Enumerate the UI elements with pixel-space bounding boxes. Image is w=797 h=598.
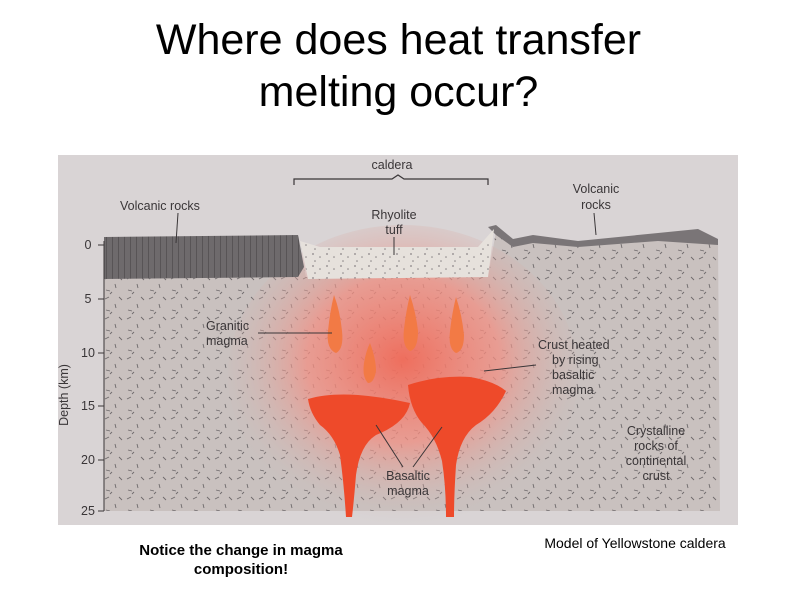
label-granitic-1: Granitic xyxy=(206,319,249,333)
title-line-1: Where does heat transfer xyxy=(155,16,642,64)
label-basaltic-1: Basaltic xyxy=(386,469,430,483)
granitic-magma-blob-1 xyxy=(327,295,343,353)
label-crystalline-2: rocks of xyxy=(634,439,678,453)
slide-title: Where does heat transfer melting occur? xyxy=(0,14,797,118)
heated-crust-zone xyxy=(228,225,578,525)
diagram-svg: 0 5 10 15 20 25 Depth (km) caldera Volca… xyxy=(58,158,720,525)
label-granitic-2: magma xyxy=(206,334,248,348)
leader-basaltic-left xyxy=(375,424,404,468)
depth-tick-15: 15 xyxy=(81,399,95,413)
leader-volcanic-right xyxy=(593,212,597,236)
depth-tick-5: 5 xyxy=(85,292,92,306)
label-caldera: caldera xyxy=(372,158,413,172)
depth-tick-10: 10 xyxy=(81,346,95,360)
depth-axis-label: Depth (km) xyxy=(58,364,71,426)
caption-magma-composition: Notice the change in magma composition! xyxy=(96,541,386,579)
label-rhyolite-2: tuff xyxy=(385,223,403,237)
caldera-bracket xyxy=(293,174,489,185)
granitic-magma-blob-3 xyxy=(449,297,464,353)
depth-tick-0: 0 xyxy=(85,238,92,252)
leader-volcanic-left xyxy=(175,212,179,244)
volcanic-rocks-left-layer xyxy=(104,235,304,279)
label-crust-heated-4: magma xyxy=(552,383,594,397)
label-crystalline-1: Crystalline xyxy=(627,424,685,438)
label-crystalline-4: crust xyxy=(642,469,670,483)
caption-left-line-2: composition! xyxy=(193,561,289,578)
leader-basaltic-right xyxy=(412,426,443,468)
granitic-magma-blob-2 xyxy=(403,295,418,351)
yellowstone-caldera-diagram: 0 5 10 15 20 25 Depth (km) caldera Volca… xyxy=(58,155,738,525)
depth-tick-25: 25 xyxy=(81,504,95,518)
label-crust-heated-2: by rising xyxy=(552,353,599,367)
label-rhyolite-1: Rhyolite xyxy=(371,208,416,222)
label-volcanic-rocks-right-1: Volcanic xyxy=(573,182,620,196)
leader-crust-heated xyxy=(483,364,537,372)
label-crust-heated-1: Crust heated xyxy=(538,338,610,352)
basaltic-magma-chamber-right xyxy=(408,376,506,517)
depth-axis: 0 5 10 15 20 25 Depth (km) xyxy=(58,238,105,518)
volcanic-rocks-right-layer xyxy=(488,225,718,247)
caption-model-source: Model of Yellowstone caldera xyxy=(544,535,726,551)
basaltic-magma-chamber-left xyxy=(308,394,410,517)
label-crust-heated-3: basaltic xyxy=(552,368,594,382)
rhyolite-tuff-layer xyxy=(300,229,494,279)
caption-left-line-1: Notice the change in magma xyxy=(139,542,343,559)
label-volcanic-rocks-right-2: rocks xyxy=(581,198,611,212)
label-crystalline-3: continental xyxy=(626,454,686,468)
label-basaltic-2: magma xyxy=(387,484,429,498)
label-volcanic-rocks-left: Volcanic rocks xyxy=(120,199,200,213)
depth-tick-20: 20 xyxy=(81,453,95,467)
title-line-2: melting occur? xyxy=(258,68,539,116)
granitic-magma-blob-4 xyxy=(363,343,376,383)
